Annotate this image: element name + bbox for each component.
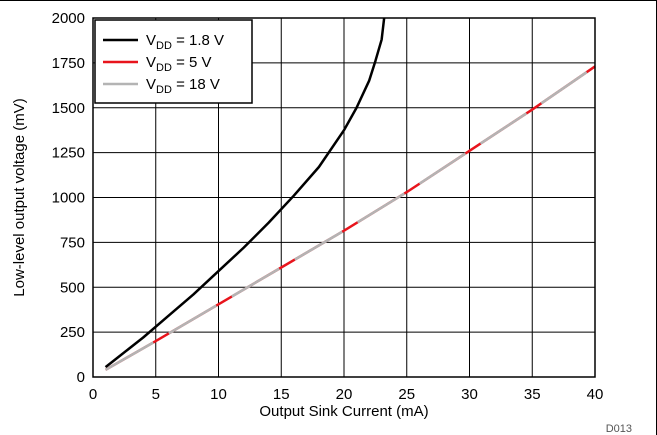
x-tick-label: 30 bbox=[461, 386, 478, 403]
y-tick-label: 2000 bbox=[52, 10, 85, 27]
series-line-3 bbox=[104, 65, 596, 371]
x-axis-tick-labels: 0 5 10 15 20 25 30 35 40 bbox=[89, 386, 604, 403]
y-tick-label: 250 bbox=[60, 324, 85, 341]
x-tick-label: 35 bbox=[524, 386, 541, 403]
series-lines bbox=[104, 17, 596, 371]
y-tick-label: 1000 bbox=[52, 190, 85, 207]
y-axis-tick-labels: 0 250 500 750 1000 1250 1500 1750 2000 bbox=[52, 10, 85, 386]
x-tick-label: 20 bbox=[336, 386, 353, 403]
x-tick-label: 0 bbox=[89, 386, 97, 403]
x-tick-label: 5 bbox=[152, 386, 160, 403]
figure-id: D013 bbox=[606, 423, 632, 435]
y-tick-label: 1750 bbox=[52, 55, 85, 72]
x-tick-label: 10 bbox=[210, 386, 227, 403]
legend-label-2: VDD = 5 V bbox=[146, 54, 212, 74]
y-tick-label: 1500 bbox=[52, 100, 85, 117]
x-tick-label: 15 bbox=[273, 386, 290, 403]
plot-border bbox=[92, 17, 596, 378]
x-tick-label: 40 bbox=[587, 386, 604, 403]
x-tick-label: 25 bbox=[398, 386, 415, 403]
x-axis-label: Output Sink Current (mA) bbox=[259, 403, 428, 420]
y-tick-label: 0 bbox=[77, 369, 85, 386]
y-tick-label: 750 bbox=[60, 234, 85, 251]
y-tick-label: 500 bbox=[60, 279, 85, 296]
legend-label-3: VDD = 18 V bbox=[146, 76, 220, 96]
y-axis-label: Low-level output voltage (mV) bbox=[11, 98, 28, 296]
y-tick-label: 1250 bbox=[52, 145, 85, 162]
legend-label-1: VDD = 1.8 V bbox=[146, 32, 224, 52]
series-line-1 bbox=[104, 17, 386, 369]
